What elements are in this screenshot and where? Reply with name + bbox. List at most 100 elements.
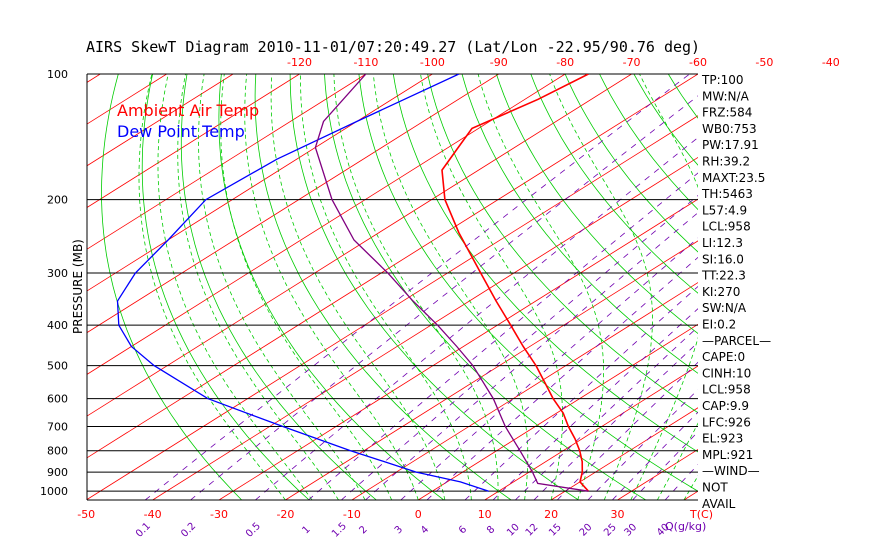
moist-adiabat-line — [270, 74, 446, 500]
index-entry: PW:17.91 — [702, 138, 759, 152]
isotherm-line — [87, 74, 698, 459]
mixing-ratio-tick-label: 3 — [393, 524, 405, 536]
isotherm-line — [87, 74, 632, 417]
mixing-ratio-tick-label: 8 — [485, 524, 497, 536]
grid-layer — [0, 74, 870, 500]
mixing-ratio-tick-label: 4 — [419, 524, 431, 536]
index-entry: MAXT:23.5 — [702, 171, 765, 185]
top-temp-tick-label: -110 — [353, 56, 378, 69]
bottom-temp-tick-label: -40 — [144, 508, 162, 521]
dry-adiabat-line — [496, 74, 698, 335]
legend: Ambient Air Temp Dew Point Temp — [117, 101, 259, 141]
index-entry: KI:270 — [702, 285, 740, 299]
mixing-ratio-line — [255, 137, 698, 500]
mixing-ratio-tick-label: 20 — [578, 522, 595, 539]
mixing-ratio-tick-label: 1 — [300, 524, 312, 536]
mixing-ratio-line — [664, 463, 698, 500]
mixing-ratio-line — [515, 326, 698, 500]
dry-adiabat-line — [530, 74, 698, 294]
isotherm-line — [218, 198, 698, 500]
mixing-ratio-line — [632, 431, 698, 500]
dry-adiabat-line — [599, 74, 698, 211]
mixing-ratio-tick-label: 12 — [524, 522, 541, 539]
pressure-tick-label: 500 — [47, 360, 68, 373]
dry-adiabat-line — [180, 74, 377, 500]
top-temp-tick-label: -40 — [822, 56, 840, 69]
profile-line-dew-point-temp — [116, 74, 490, 492]
isotherm-line — [418, 323, 698, 500]
mixing-ratio-line — [587, 389, 698, 500]
chart-title: AIRS SkewT Diagram 2010-11-01/07:20:49.2… — [86, 38, 700, 56]
moist-adiabat-line — [198, 74, 366, 500]
mixing-ratio-line — [190, 95, 698, 500]
moist-adiabat-line — [630, 74, 698, 500]
isobar-layer — [86, 73, 698, 501]
mixing-ratio-line — [533, 341, 698, 500]
moist-adiabat-line — [177, 74, 339, 500]
moist-adiabat-line — [138, 74, 286, 500]
isotherm-line — [87, 74, 367, 250]
isotherm-line — [152, 156, 698, 500]
top-temp-tick-label: -100 — [420, 56, 445, 69]
top-temp-tick-label: -70 — [623, 56, 641, 69]
top-temp-tick-label: -50 — [755, 56, 773, 69]
index-entry: —WIND— — [702, 464, 760, 478]
index-entry: LFC:926 — [702, 415, 751, 429]
index-entry: RH:39.2 — [702, 155, 750, 169]
pressure-tick-label: 700 — [47, 421, 68, 434]
isotherm-line — [0, 74, 34, 500]
profile-layer — [116, 74, 589, 492]
mixing-ratio-line — [556, 361, 698, 500]
dry-adiabat-line — [427, 74, 698, 414]
top-temp-tick-label: -120 — [287, 56, 312, 69]
index-entry: SI:16.0 — [702, 252, 744, 266]
bottom-temp-tick-label: -20 — [276, 508, 294, 521]
stability-indices: TP:100 MW:N/A FRZ:584 WB0:753 PW:17.91 RH:39.… — [701, 73, 771, 511]
mixing-ratio-tick-label: 25 — [602, 522, 619, 539]
isotherm-line — [87, 74, 234, 167]
index-entry: CAPE:0 — [702, 350, 745, 364]
dry-adiabat-line — [564, 74, 698, 253]
dry-adiabat-line — [358, 74, 698, 492]
bottom-temp-tick-label: 20 — [544, 508, 558, 521]
mixing-ratio-tick-label: 6 — [457, 524, 469, 536]
index-entry: CAP:9.9 — [702, 399, 749, 413]
isotherm-line — [484, 365, 698, 500]
index-entry: TP:100 — [701, 73, 744, 87]
isotherm-line — [87, 74, 101, 83]
pressure-tick-label: 200 — [47, 194, 68, 207]
moist-adiabat-line — [220, 74, 393, 500]
mixing-ratio-tick-label: 0.1 — [134, 521, 153, 540]
isotherm-line — [817, 74, 870, 500]
top-temp-tick-label: -90 — [490, 56, 508, 69]
isotherm-line — [87, 74, 433, 292]
index-entry: SW:N/A — [702, 301, 747, 315]
mixing-ratio-tick-label: 30 — [622, 522, 639, 539]
dry-adiabat-line — [254, 74, 512, 500]
index-entry: WB0:753 — [702, 122, 757, 136]
legend-ambient-air-temp: Ambient Air Temp — [117, 101, 259, 120]
index-entry: EL:923 — [702, 432, 743, 446]
pressure-tick-label: 400 — [47, 319, 68, 332]
moist-adiabat-line — [549, 74, 653, 500]
plot-background — [87, 74, 698, 500]
mixing-ratio-line — [400, 237, 698, 500]
moist-adiabat-line — [333, 74, 499, 500]
index-entry: CINH:10 — [702, 366, 751, 380]
dry-adiabat-line — [101, 74, 242, 500]
mixing-ratio-tick-label: 2 — [357, 524, 369, 536]
dry-adiabat-line — [840, 74, 870, 500]
pressure-tick-label: 1000 — [40, 485, 68, 498]
dry-adiabat-line — [324, 74, 647, 500]
isotherm-line — [285, 240, 698, 500]
pressure-tick-label: 900 — [47, 466, 68, 479]
index-entry: LI:12.3 — [702, 236, 743, 250]
moist-adiabat-line — [420, 74, 563, 500]
isotherm-line — [87, 74, 499, 334]
mixing-ratio-line — [492, 308, 698, 500]
index-entry: NOT — [702, 481, 728, 495]
index-entry: —PARCEL— — [702, 334, 771, 348]
top-temp-tick-label: -80 — [556, 56, 574, 69]
mixing-ratio-tick-label: 1.5 — [330, 521, 349, 540]
